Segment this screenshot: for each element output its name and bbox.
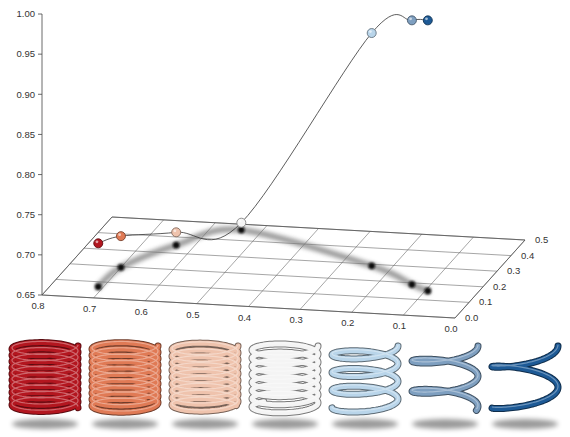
point-highlight — [409, 17, 412, 20]
spring-shadow — [172, 419, 238, 429]
grid-line — [94, 220, 164, 298]
y-tick — [38, 54, 42, 55]
spring-coil — [412, 346, 478, 410]
y-tick — [38, 94, 42, 95]
y-tick-label: 0.65 — [17, 289, 36, 300]
spring-highlight — [332, 345, 398, 411]
point — [367, 29, 376, 38]
grid-line — [403, 237, 473, 315]
x-tick-label: 0.8 — [31, 300, 44, 311]
spring-highlight — [92, 341, 158, 411]
z-tick-label: 0.4 — [521, 250, 534, 261]
point-highlight — [173, 229, 176, 232]
shadow-dot — [173, 242, 180, 249]
y-tick-label: 0.80 — [17, 169, 36, 180]
spring-highlight — [492, 345, 558, 408]
spring — [92, 341, 158, 412]
x-tick-label: 0.4 — [238, 312, 251, 323]
spring-highlight — [172, 342, 238, 410]
spring — [12, 341, 78, 411]
y-tick-label: 0.70 — [17, 249, 36, 260]
point-highlight — [118, 233, 121, 236]
z-tick-label: 0.1 — [479, 296, 492, 307]
spring-highlight — [252, 343, 318, 412]
grid-line — [300, 231, 370, 309]
y-tick — [38, 254, 42, 255]
z-tick-label: 0.2 — [493, 281, 506, 292]
z-tick-label: 0.3 — [507, 265, 520, 276]
x-tick-label: 0.6 — [135, 306, 148, 317]
x-tick-label: 0.3 — [290, 314, 303, 325]
floor-frame — [42, 217, 525, 318]
shadow-dot — [118, 264, 125, 271]
y-tick — [38, 214, 42, 215]
y-tick-label: 0.90 — [17, 89, 36, 100]
spring — [172, 342, 238, 411]
spring — [412, 345, 478, 411]
y-tick-label: 0.85 — [17, 129, 36, 140]
spring-shadow — [12, 419, 78, 429]
point-highlight — [369, 30, 372, 33]
plot-area — [94, 15, 433, 295]
x-tick-label: 0.2 — [341, 317, 354, 328]
axes: 0.65 0.70 0.75 0.80 0.85 0.90 0.95 1.00 0.8 0.7 0.… — [17, 8, 549, 334]
point — [116, 232, 125, 241]
spring-shadow — [412, 419, 478, 429]
shadow-dot — [409, 281, 416, 288]
floor-shadow — [98, 229, 428, 291]
spring-outline — [332, 346, 398, 412]
spring — [332, 345, 398, 412]
x-tick-label: 0.5 — [186, 309, 199, 320]
y-tick — [38, 295, 42, 296]
point — [407, 16, 416, 25]
spring-outline — [412, 346, 478, 410]
spring-highlight — [412, 345, 478, 409]
chart: 0.65 0.70 0.75 0.80 0.85 0.90 0.95 1.00 0.8 0.7 0.… — [0, 0, 570, 437]
spring-shadow — [332, 419, 398, 429]
point — [237, 218, 246, 227]
y-tick — [38, 174, 42, 175]
y-tick-label: 0.75 — [17, 209, 36, 220]
shadow-dot — [424, 288, 431, 295]
shadow-dot — [95, 283, 102, 290]
z-tick-label: 0.0 — [465, 312, 478, 323]
grid-line — [197, 226, 267, 304]
y-tick-label: 0.95 — [17, 48, 36, 59]
point — [172, 228, 181, 237]
point-highlight — [425, 17, 428, 20]
x-tick-label: 0.7 — [83, 303, 96, 314]
spring-coil — [332, 346, 398, 412]
shadow-dot — [368, 262, 375, 269]
spring-highlight — [12, 341, 78, 410]
y-tick — [38, 134, 42, 135]
spring — [252, 343, 318, 413]
y-tick-label: 1.00 — [17, 8, 36, 19]
springs — [12, 341, 558, 429]
spring — [492, 345, 558, 409]
point-highlight — [96, 240, 99, 243]
spring-shadow — [492, 419, 558, 429]
y-tick — [38, 14, 42, 15]
y-axis-line — [42, 14, 43, 295]
point — [94, 239, 103, 248]
x-tick-label: 0.1 — [393, 320, 406, 331]
point — [423, 16, 432, 25]
spring-shadow — [92, 419, 158, 429]
curve — [98, 15, 428, 244]
x-tick-label: 0.0 — [444, 323, 457, 334]
page: {"chart_data": {"type": "scatter3d", "x"… — [0, 0, 570, 437]
point-highlight — [239, 220, 242, 223]
spring-shadow — [252, 419, 318, 429]
z-tick-label: 0.5 — [535, 234, 548, 245]
